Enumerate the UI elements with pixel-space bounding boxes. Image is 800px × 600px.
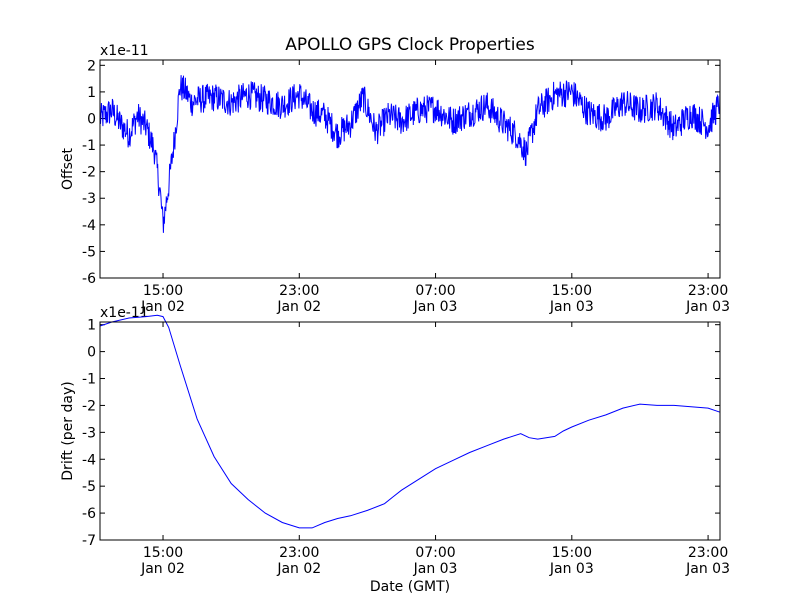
drift-series-line	[99, 314, 721, 529]
x-tick-label-time: 15:00	[143, 545, 183, 561]
offset-plot-frame	[99, 59, 721, 279]
drift-y-axis-label: Drift (per day)	[60, 381, 76, 480]
x-tick-label-time: 23:00	[279, 283, 319, 299]
y-tick-label: -2	[82, 165, 96, 181]
drift-x-axis-label: Date (GMT)	[370, 579, 450, 595]
offset-series-line	[99, 75, 721, 233]
x-tick-label-date: Jan 03	[549, 299, 594, 315]
x-tick-label-time: 23:00	[688, 283, 728, 299]
x-tick-label-time: 07:00	[415, 545, 455, 561]
y-tick-label: -1	[82, 372, 96, 388]
y-tick-label: -4	[82, 218, 96, 234]
x-tick-label-date: Jan 02	[276, 299, 321, 315]
drift-y-ticks: 1 0 -1 -2 -3 -4 -5 -6 -7	[82, 318, 720, 549]
x-tick-label-time: 23:00	[279, 545, 319, 561]
y-tick-label: 0	[87, 345, 96, 361]
x-tick-label-time: 15:00	[143, 283, 183, 299]
y-tick-label: -5	[82, 479, 96, 495]
x-tick-label-time: 15:00	[552, 283, 592, 299]
y-tick-label: -1	[82, 138, 96, 154]
y-tick-label: -4	[82, 452, 96, 468]
x-tick-label-time: 23:00	[688, 545, 728, 561]
offset-y-ticks: 2 1 0 -1 -2 -3 -4 -5 -6	[82, 58, 720, 287]
y-tick-label: -5	[82, 244, 96, 260]
x-tick-label-date: Jan 03	[685, 561, 730, 577]
y-tick-label: -7	[82, 533, 96, 549]
y-tick-label: 2	[87, 58, 96, 74]
x-tick-label-date: Jan 02	[276, 561, 321, 577]
y-tick-label: 1	[87, 85, 96, 101]
x-tick-label-date: Jan 02	[140, 561, 185, 577]
x-tick-label-date: Jan 03	[549, 561, 594, 577]
offset-y-axis-label: Offset	[60, 147, 76, 190]
y-tick-label: -6	[82, 271, 96, 287]
y-tick-label: 0	[87, 111, 96, 127]
y-tick-label: -6	[82, 506, 96, 522]
y-tick-label: -2	[82, 398, 96, 414]
x-tick-label-date: Jan 03	[685, 299, 730, 315]
x-tick-label-date: Jan 03	[413, 299, 458, 315]
drift-panel: x1e-11 Drift (per day) Date (GMT) 10-1-2…	[60, 305, 730, 595]
x-tick-label-date: Jan 03	[413, 561, 458, 577]
x-tick-label-time: 07:00	[415, 283, 455, 299]
x-tick-label-time: 15:00	[552, 545, 592, 561]
y-tick-label: -3	[82, 425, 96, 441]
x-tick-label-date: Jan 02	[140, 299, 185, 315]
chart-title: APOLLO GPS Clock Properties	[285, 35, 535, 55]
offset-scale-label: x1e-11	[100, 43, 149, 59]
y-tick-label: 1	[87, 318, 96, 334]
drift-plot-frame	[99, 321, 721, 541]
y-tick-label: -3	[82, 191, 96, 207]
